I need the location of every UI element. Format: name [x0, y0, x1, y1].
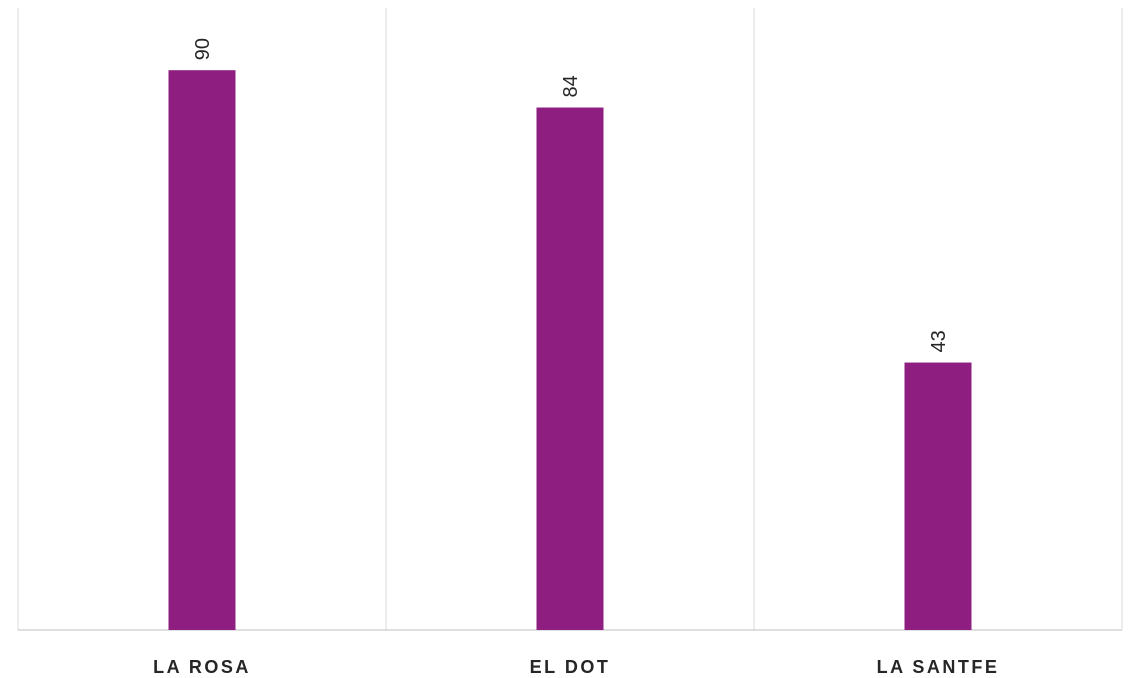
category-labels: LA ROSA EL DOT LA SANTFE [153, 657, 1000, 677]
category-gridlines [17, 8, 1123, 630]
bars [168, 70, 972, 630]
category-label: LA SANTFE [877, 657, 1000, 677]
data-label: 84 [560, 75, 582, 97]
data-label: 90 [192, 38, 214, 60]
data-labels: 90 84 43 [192, 38, 950, 353]
category-label: EL DOT [530, 657, 611, 677]
data-label: 43 [928, 330, 950, 352]
category-label: LA ROSA [153, 657, 251, 677]
bar-la-rosa [168, 70, 236, 630]
bar-el-dot [536, 107, 604, 630]
bar-la-santfe [904, 362, 972, 630]
